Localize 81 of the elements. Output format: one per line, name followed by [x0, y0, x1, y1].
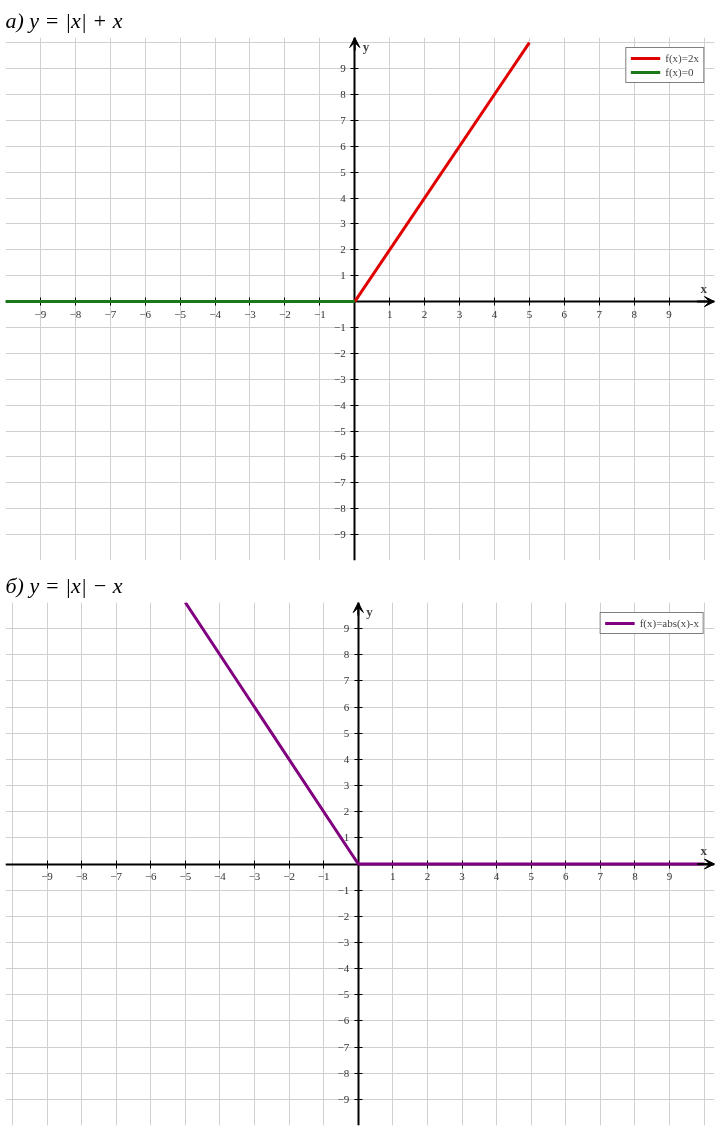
x-tick-label: −5: [179, 870, 192, 882]
x-tick-label: −7: [104, 307, 117, 320]
x-tick-label: 6: [563, 870, 570, 882]
x-tick-label: −1: [317, 870, 330, 882]
x-tick-label: 5: [528, 870, 535, 882]
x-tick-label: 5: [526, 307, 533, 320]
x-tick-label: 8: [631, 307, 638, 320]
x-tick-label: 3: [456, 307, 463, 320]
x-tick-label: −3: [248, 870, 261, 882]
legend-label: f(x)=2x: [665, 52, 699, 64]
x-tick-label: −6: [139, 307, 152, 320]
y-tick-label: −3: [337, 935, 350, 948]
x-tick-label: 1: [386, 307, 393, 320]
x-tick-label: 8: [632, 870, 639, 882]
y-tick-label: −4: [334, 398, 347, 411]
y-tick-label: −8: [337, 1066, 350, 1079]
x-tick-label: −3: [244, 307, 257, 320]
y-tick-label: 8: [340, 87, 347, 100]
legend-label: f(x)=abs(x)-x: [639, 617, 699, 629]
x-tick-label: 2: [424, 870, 431, 882]
x-tick-label: 9: [666, 870, 673, 882]
x-tick-label: 9: [666, 307, 673, 320]
x-axis-title: x: [700, 843, 708, 858]
y-tick-label: −6: [334, 450, 347, 463]
x-tick-label: −4: [209, 307, 222, 320]
x-tick-label: −2: [279, 307, 291, 320]
y-tick-label: −3: [334, 372, 347, 385]
x-tick-label: 6: [561, 307, 568, 320]
y-tick-label: −5: [334, 424, 347, 437]
y-tick-label: 3: [343, 779, 350, 792]
y-tick-label: −6: [337, 1014, 350, 1027]
y-tick-label: −7: [337, 1040, 350, 1053]
y-axis-title: y: [362, 38, 370, 54]
y-tick-label: 1: [340, 269, 346, 282]
y-tick-label: −1: [334, 320, 346, 333]
x-tick-label: −7: [110, 870, 123, 882]
y-tick-label: −9: [337, 1092, 350, 1105]
x-tick-label: −8: [69, 307, 82, 320]
x-axis-title: x: [700, 280, 708, 296]
x-tick-label: 4: [493, 870, 500, 882]
y-tick-label: 4: [340, 191, 347, 204]
y-tick-label: −9: [334, 528, 347, 541]
y-tick-label: −5: [337, 988, 350, 1001]
chart-title: а) y = |x| + x: [5, 7, 123, 33]
y-tick-label: −1: [337, 883, 350, 896]
x-tick-label: −2: [283, 870, 295, 882]
y-tick-label: 4: [343, 752, 350, 765]
y-tick-label: −4: [337, 962, 350, 975]
x-tick-label: −8: [75, 870, 88, 882]
x-tick-label: −6: [144, 870, 158, 882]
y-tick-label: 9: [343, 622, 350, 635]
x-tick-label: −9: [41, 870, 54, 882]
y-axis-title: y: [366, 603, 374, 619]
y-tick-label: 2: [340, 243, 346, 256]
y-tick-label: −2: [337, 909, 350, 922]
x-tick-label: 7: [596, 307, 603, 320]
y-tick-label: −2: [334, 346, 346, 359]
x-tick-label: 2: [421, 307, 428, 320]
x-tick-label: −9: [34, 307, 47, 320]
y-tick-label: −7: [334, 476, 347, 489]
x-tick-label: −1: [313, 307, 326, 320]
y-tick-label: 6: [340, 139, 347, 152]
y-tick-label: 1: [343, 831, 350, 844]
x-tick-label: −4: [214, 870, 227, 882]
x-tick-label: −5: [174, 307, 187, 320]
y-tick-label: 3: [340, 217, 347, 230]
y-tick-label: 7: [340, 113, 347, 126]
x-tick-label: 3: [459, 870, 466, 882]
y-tick-label: 7: [343, 674, 350, 687]
x-tick-label: 7: [597, 870, 604, 882]
y-tick-label: 8: [343, 648, 350, 661]
x-tick-label: 4: [491, 307, 498, 320]
y-tick-label: 5: [340, 165, 347, 178]
y-tick-label: 9: [340, 62, 347, 75]
y-tick-label: −8: [334, 502, 347, 515]
y-tick-label: 6: [343, 700, 350, 713]
chart-title: б) y = |x| − x: [5, 572, 123, 598]
x-tick-label: 1: [390, 870, 396, 882]
legend-label: f(x)=0: [665, 66, 694, 78]
y-tick-label: 5: [343, 726, 350, 739]
y-tick-label: 2: [343, 805, 350, 818]
